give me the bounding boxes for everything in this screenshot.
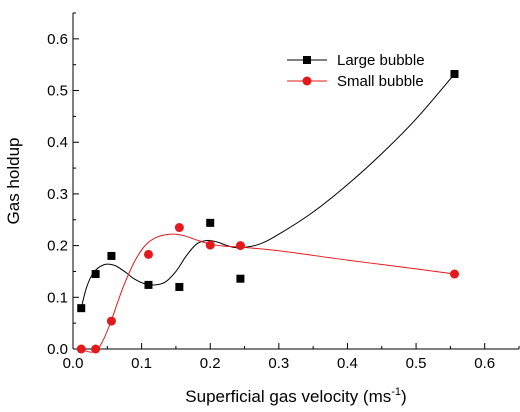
fit-curves <box>80 73 455 353</box>
small-bubble-point <box>205 240 215 250</box>
x-tick-label: 0.6 <box>474 355 495 372</box>
legend-label-large-bubble: Large bubble <box>337 52 425 69</box>
y-tick-label: 0.5 <box>47 83 68 100</box>
small-bubble-point <box>235 241 245 251</box>
x-tick-label: 0.5 <box>406 355 427 372</box>
legend-label-small-bubble: Small bubble <box>337 73 424 90</box>
y-tick-label: 0.6 <box>47 31 68 48</box>
x-tick-label: 0.2 <box>200 355 221 372</box>
large-bubble-point <box>206 218 215 227</box>
y-tick-label: 0.0 <box>47 341 68 358</box>
small-bubble-point <box>76 344 86 354</box>
x-tick-label: 0.0 <box>63 355 84 372</box>
fit-curve-large-bubble <box>80 73 455 309</box>
large-bubble-point <box>91 270 100 279</box>
large-bubble-point <box>77 304 86 313</box>
small-bubble-point <box>91 344 101 354</box>
x-tick-label: 0.4 <box>337 355 358 372</box>
legend: Large bubble Small bubble <box>287 52 425 90</box>
small-bubble-point <box>143 249 153 259</box>
y-axis-title: Gas holdup <box>4 138 23 225</box>
x-axis-title-close: ) <box>401 387 407 406</box>
y-tick-label: 0.4 <box>47 134 68 151</box>
large-bubble-point <box>107 251 116 260</box>
legend-marker-large-bubble <box>303 56 311 64</box>
legend-marker-small-bubble <box>302 76 312 86</box>
data-markers <box>76 69 460 354</box>
x-tick-label: 0.3 <box>268 355 289 372</box>
x-axis-title-main: Superficial gas velocity (ms <box>185 387 391 406</box>
y-tick-label: 0.3 <box>47 186 68 203</box>
x-axis-title: Superficial gas velocity (ms-1) <box>185 386 406 406</box>
large-bubble-point <box>144 280 153 289</box>
small-bubble-point <box>174 223 184 233</box>
y-tick-label: 0.1 <box>47 289 68 306</box>
fit-curve-small-bubble <box>81 233 455 353</box>
plot-frame <box>72 13 519 350</box>
x-tick-label: 0.1 <box>131 355 152 372</box>
large-bubble-point <box>236 274 245 283</box>
large-bubble-point <box>175 282 184 291</box>
small-bubble-point <box>450 269 460 279</box>
small-bubble-point <box>106 316 116 326</box>
x-axis-title-superscript: -1 <box>391 386 401 398</box>
x-axis: 0.0 0.1 0.2 0.3 0.4 0.5 0.6 <box>63 343 520 372</box>
y-tick-label: 0.2 <box>47 238 68 255</box>
large-bubble-point <box>450 69 459 78</box>
y-axis: 0.0 0.1 0.2 0.3 0.4 0.5 0.6 <box>47 12 79 358</box>
